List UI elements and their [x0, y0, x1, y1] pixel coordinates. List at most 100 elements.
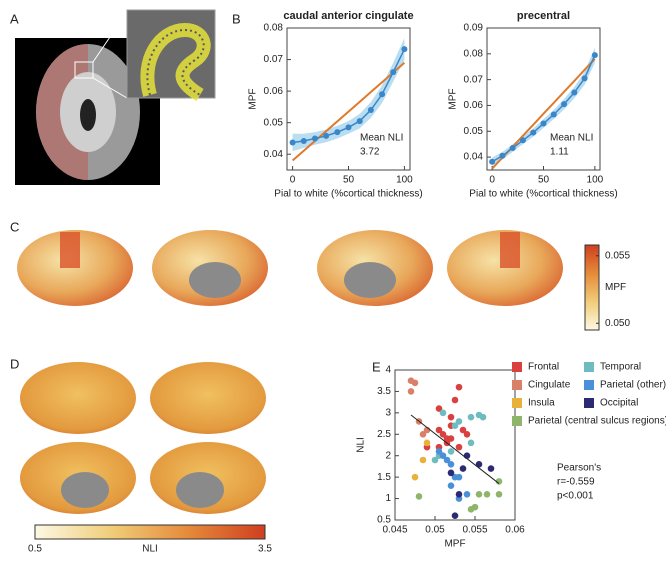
scatter-point	[447, 482, 455, 490]
x-axis-label: MPF	[444, 539, 465, 550]
scatter-point	[415, 493, 423, 500]
fit-line	[291, 61, 406, 162]
data-point	[540, 120, 547, 127]
data-point	[323, 132, 330, 139]
x-axis-label: Pial to white (%cortical thickness)	[469, 189, 617, 200]
scatter-point	[483, 490, 491, 498]
nli-brains	[20, 362, 266, 514]
y-tick-label: 0.06	[264, 86, 284, 97]
scatter-point	[487, 465, 495, 472]
y-tick-label: 4	[385, 365, 391, 376]
scatter-point	[431, 456, 439, 464]
legend-swatch	[512, 362, 522, 372]
panel-label: E	[372, 359, 381, 374]
colorbar-tick-label: 0.5	[28, 544, 42, 555]
data-point	[489, 158, 496, 165]
x-tick-label: 0	[290, 175, 296, 186]
scatter-point	[459, 465, 467, 472]
legend-label: Occipital	[600, 398, 638, 409]
data-line	[491, 54, 596, 163]
colorbar	[584, 244, 600, 331]
scatter-point	[423, 439, 431, 447]
scatter-point	[439, 409, 447, 417]
mpf-brains	[17, 230, 563, 306]
legend-swatch	[512, 398, 522, 408]
data-point	[571, 89, 578, 96]
legend-label: Cingulate	[528, 380, 571, 391]
y-tick-label: 0.05	[264, 117, 284, 128]
scatter-point	[407, 388, 415, 395]
scatter-point	[439, 452, 447, 460]
y-tick-label: 0.07	[464, 74, 484, 85]
scatter-point	[451, 422, 459, 430]
scatter-point	[479, 413, 487, 421]
scatter-point	[455, 443, 463, 451]
annotation: Pearson's	[557, 463, 601, 474]
scatter-point	[451, 512, 459, 520]
scatter-point	[475, 460, 483, 468]
data-point	[345, 124, 352, 131]
confidence-band	[492, 47, 595, 166]
data-point	[311, 135, 318, 142]
scatter-point	[455, 383, 463, 391]
data-point	[550, 111, 557, 118]
legend-label: Insula	[528, 398, 555, 409]
legend-label: Parietal (central sulcus regions)	[528, 416, 666, 427]
scatter-point	[447, 460, 455, 468]
colorbar-tick-label: 0.050	[605, 318, 630, 329]
plot-frame	[486, 27, 601, 171]
chart-title: precentral	[517, 10, 570, 22]
x-tick-label: 50	[538, 175, 550, 186]
data-point	[379, 91, 386, 98]
colorbar-label: MPF	[605, 282, 626, 293]
y-tick-label: 2.5	[377, 429, 391, 440]
data-point	[390, 69, 397, 76]
legend-swatch	[512, 380, 522, 390]
scatter-point	[463, 490, 471, 498]
data-point	[289, 139, 296, 146]
x-tick-label: 100	[396, 175, 413, 186]
y-tick-label: 3	[385, 407, 391, 418]
x-tick-label: 50	[343, 175, 355, 186]
scatter-point	[435, 405, 443, 412]
trend-line	[410, 414, 500, 484]
legend-label: Temporal	[600, 362, 641, 373]
x-tick-label: 0.045	[382, 525, 407, 536]
y-tick-label: 0.09	[464, 23, 484, 34]
legend-label: Frontal	[528, 362, 559, 373]
data-point	[561, 101, 568, 108]
annotation: p<0.001	[557, 491, 594, 502]
annotation: 1.11	[550, 147, 569, 158]
scatter-point	[467, 413, 475, 421]
colorbar-tick-label: 0.055	[605, 250, 630, 261]
y-tick-label: 0.04	[464, 152, 484, 163]
legend-label: Parietal (other)	[600, 380, 666, 391]
data-point	[530, 129, 537, 136]
y-tick-label: 0.04	[264, 149, 284, 160]
y-tick-label: 2	[385, 450, 391, 461]
plot-frame	[394, 369, 516, 521]
x-tick-label: 0.06	[505, 525, 525, 536]
chart-title: caudal anterior cingulate	[283, 10, 413, 22]
x-tick-label: 0.055	[462, 525, 487, 536]
scatter-point	[411, 379, 419, 387]
mri-image	[15, 9, 216, 185]
scatter-point	[419, 456, 427, 464]
scatter-point	[443, 456, 451, 464]
scatter-point	[439, 430, 447, 438]
y-tick-label: 1	[385, 493, 391, 504]
y-tick-label: 0.5	[377, 515, 391, 526]
scatter-point	[475, 490, 483, 498]
data-point	[591, 52, 598, 59]
y-axis-label: MPF	[448, 88, 459, 109]
scatter-point	[495, 490, 503, 498]
scatter-point	[411, 473, 419, 481]
scatter-point	[447, 413, 455, 421]
y-tick-label: 0.08	[464, 48, 484, 59]
x-tick-label: 0.05	[425, 525, 445, 536]
data-point	[300, 137, 307, 144]
y-axis-label: MPF	[248, 88, 259, 109]
legend-swatch	[584, 398, 594, 408]
data-point	[581, 75, 588, 82]
y-axis-label: NLI	[356, 437, 367, 453]
